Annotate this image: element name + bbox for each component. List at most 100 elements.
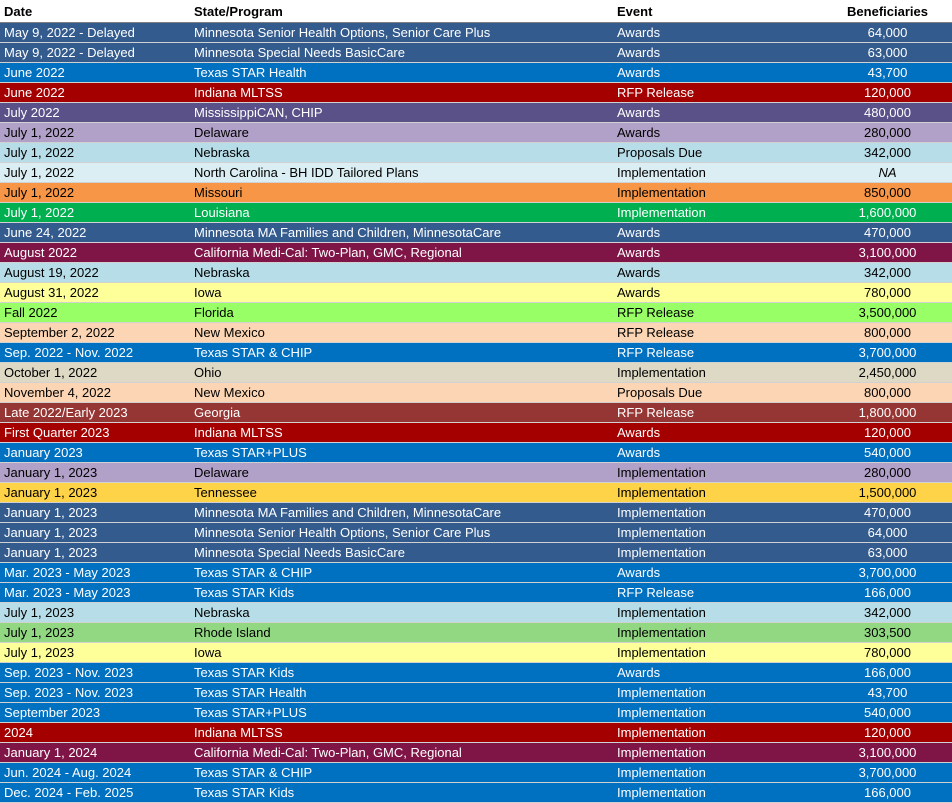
cell-beneficiaries: 780,000 <box>823 642 952 663</box>
cell-event: Awards <box>613 242 823 263</box>
cell-beneficiaries: 3,700,000 <box>823 342 952 363</box>
table-row: Mar. 2023 - May 2023 Texas STAR & CHIP Awa… <box>0 562 952 583</box>
cell-date: August 2022 <box>0 242 190 263</box>
cell-event: RFP Release <box>613 82 823 103</box>
cell-date: January 1, 2023 <box>0 462 190 483</box>
cell-program: Rhode Island <box>190 622 613 643</box>
cell-date: Dec. 2024 - Feb. 2025 <box>0 782 190 803</box>
cell-event: Awards <box>613 442 823 463</box>
table-row: January 2023 Texas STAR+PLUS Awards 540,000 <box>0 442 952 463</box>
cell-event: Implementation <box>613 622 823 643</box>
cell-program: Texas STAR & CHIP <box>190 342 613 363</box>
cell-event: Implementation <box>613 202 823 223</box>
cell-event: Implementation <box>613 362 823 383</box>
cell-event: Awards <box>613 102 823 123</box>
table-row: August 31, 2022 Iowa Awards 780,000 <box>0 282 952 303</box>
cell-beneficiaries: 3,700,000 <box>823 562 952 583</box>
cell-event: Implementation <box>613 702 823 723</box>
cell-program: Texas STAR & CHIP <box>190 562 613 583</box>
cell-date: August 19, 2022 <box>0 262 190 283</box>
cell-program: North Carolina - BH IDD Tailored Plans <box>190 162 613 183</box>
cell-beneficiaries: 470,000 <box>823 502 952 523</box>
cell-event: RFP Release <box>613 302 823 323</box>
cell-beneficiaries: 3,700,000 <box>823 762 952 783</box>
cell-date: July 1, 2022 <box>0 142 190 163</box>
cell-program: Texas STAR+PLUS <box>190 442 613 463</box>
column-header-beneficiaries: Beneficiaries <box>823 0 952 23</box>
cell-event: RFP Release <box>613 322 823 343</box>
cell-program: Minnesota Special Needs BasicCare <box>190 42 613 63</box>
cell-program: Texas STAR Kids <box>190 662 613 683</box>
table-body: May 9, 2022 - Delayed Minnesota Senior He… <box>0 22 952 803</box>
table-row: January 1, 2023 Tennessee Implementation 1,… <box>0 482 952 503</box>
table-row: July 1, 2022 Delaware Awards 280,000 <box>0 122 952 143</box>
cell-program: Texas STAR Health <box>190 682 613 703</box>
cell-date: May 9, 2022 - Delayed <box>0 42 190 63</box>
cell-program: Indiana MLTSS <box>190 82 613 103</box>
table-row: July 1, 2023 Rhode Island Implementation 30… <box>0 622 952 643</box>
table-row: January 1, 2024 California Medi-Cal: Two-… <box>0 742 952 763</box>
cell-program: Texas STAR Kids <box>190 782 613 803</box>
cell-event: Awards <box>613 62 823 83</box>
cell-date: January 2023 <box>0 442 190 463</box>
cell-date: June 24, 2022 <box>0 222 190 243</box>
cell-date: September 2, 2022 <box>0 322 190 343</box>
cell-program: Minnesota Special Needs BasicCare <box>190 542 613 563</box>
table-row: August 19, 2022 Nebraska Awards 342,000 <box>0 262 952 283</box>
table-row: July 1, 2022 Louisiana Implementation 1,600… <box>0 202 952 223</box>
table-row: July 2022 MississippiCAN, CHIP Awards 480,0… <box>0 102 952 123</box>
cell-event: RFP Release <box>613 402 823 423</box>
cell-date: Mar. 2023 - May 2023 <box>0 562 190 583</box>
cell-event: RFP Release <box>613 342 823 363</box>
cell-beneficiaries: 342,000 <box>823 142 952 163</box>
cell-date: July 1, 2023 <box>0 622 190 643</box>
cell-program: Texas STAR+PLUS <box>190 702 613 723</box>
table-row: September 2023 Texas STAR+PLUS Implementat… <box>0 702 952 723</box>
cell-beneficiaries: 303,500 <box>823 622 952 643</box>
cell-event: Awards <box>613 282 823 303</box>
cell-program: Nebraska <box>190 602 613 623</box>
cell-date: Mar. 2023 - May 2023 <box>0 582 190 603</box>
cell-event: Implementation <box>613 462 823 483</box>
table-row: January 1, 2023 Minnesota Special Needs B… <box>0 542 952 563</box>
cell-beneficiaries: 800,000 <box>823 382 952 403</box>
cell-beneficiaries: 3,100,000 <box>823 742 952 763</box>
cell-beneficiaries: 1,500,000 <box>823 482 952 503</box>
cell-date: November 4, 2022 <box>0 382 190 403</box>
cell-date: January 1, 2023 <box>0 502 190 523</box>
cell-program: Tennessee <box>190 482 613 503</box>
cell-event: Implementation <box>613 162 823 183</box>
cell-date: January 1, 2023 <box>0 482 190 503</box>
cell-beneficiaries: 540,000 <box>823 702 952 723</box>
table-row: Sep. 2022 - Nov. 2022 Texas STAR & CHIP RF… <box>0 342 952 363</box>
cell-program: Indiana MLTSS <box>190 722 613 743</box>
cell-event: Awards <box>613 262 823 283</box>
cell-event: Awards <box>613 222 823 243</box>
table-row: September 2, 2022 New Mexico RFP Release 80… <box>0 322 952 343</box>
cell-program: Minnesota Senior Health Options, Senior … <box>190 22 613 43</box>
cell-date: First Quarter 2023 <box>0 422 190 443</box>
cell-event: Awards <box>613 22 823 43</box>
cell-date: Sep. 2023 - Nov. 2023 <box>0 682 190 703</box>
table-row: June 2022 Texas STAR Health Awards 43,700 <box>0 62 952 83</box>
cell-beneficiaries: 166,000 <box>823 662 952 683</box>
cell-date: January 1, 2023 <box>0 542 190 563</box>
table-row: July 1, 2023 Iowa Implementation 780,000 <box>0 642 952 663</box>
cell-date: Late 2022/Early 2023 <box>0 402 190 423</box>
cell-event: Implementation <box>613 182 823 203</box>
cell-event: Implementation <box>613 502 823 523</box>
cell-program: Louisiana <box>190 202 613 223</box>
cell-date: Sep. 2023 - Nov. 2023 <box>0 662 190 683</box>
cell-program: Iowa <box>190 642 613 663</box>
table-row: January 1, 2023 Delaware Implementation 280… <box>0 462 952 483</box>
cell-date: July 1, 2022 <box>0 202 190 223</box>
cell-event: Implementation <box>613 742 823 763</box>
cell-beneficiaries: 850,000 <box>823 182 952 203</box>
table-row: November 4, 2022 New Mexico Proposals Due 8… <box>0 382 952 403</box>
cell-date: July 2022 <box>0 102 190 123</box>
cell-date: January 1, 2024 <box>0 742 190 763</box>
cell-program: Nebraska <box>190 142 613 163</box>
cell-program: Ohio <box>190 362 613 383</box>
table-row: October 1, 2022 Ohio Implementation 2,450,0… <box>0 362 952 383</box>
header-row: Date State/Program Event Beneficiaries <box>0 0 952 23</box>
